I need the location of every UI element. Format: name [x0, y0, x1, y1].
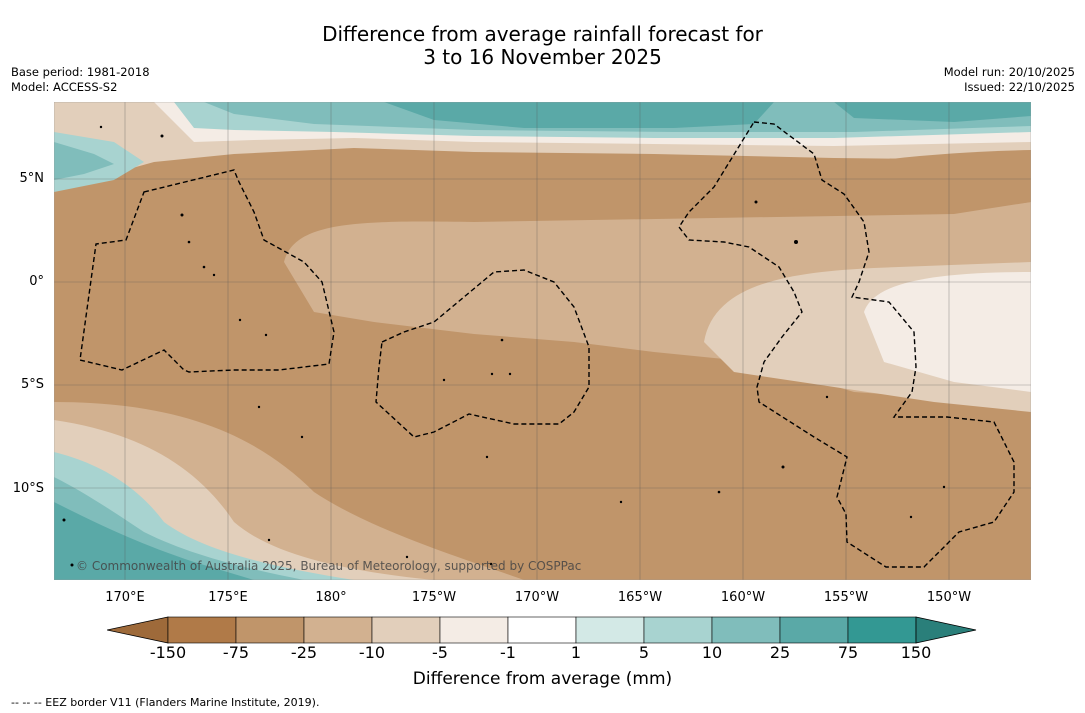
west-wet-lobe-2 [54, 142, 114, 180]
colorbar-label: -10 [358, 643, 386, 662]
lon-tick-label: 180° [315, 590, 347, 605]
lat-tick-label: 0° [29, 274, 44, 289]
colorbar-segment [235, 616, 305, 644]
meta-left: Base period: 1981-2018 Model: ACCESS-S2 [11, 65, 150, 95]
colorbar-label: 150 [900, 643, 932, 662]
colorbar-segment [711, 616, 781, 644]
lat-tick-label: 10°S [12, 481, 44, 496]
north-wet-east [834, 102, 1031, 122]
eez-tuvalu [79, 169, 335, 373]
lat-tick-label: 5°S [20, 377, 44, 392]
colorbar-segment [303, 616, 373, 644]
title-line-2: 3 to 16 November 2025 [423, 45, 662, 69]
eez-borders [79, 121, 1015, 568]
colorbar-segment [847, 616, 917, 644]
colorbar-segment [643, 616, 713, 644]
colorbar-segment [167, 616, 237, 644]
colorbar-segment [575, 616, 645, 644]
lon-tick-label: 165°W [617, 590, 663, 605]
lon-tick-label: 170°W [514, 590, 560, 605]
base-period: Base period: 1981-2018 [11, 65, 150, 79]
colorbar-label: 10 [701, 643, 723, 662]
colorbar-label: -5 [432, 643, 448, 662]
lon-tick-label: 155°W [823, 590, 869, 605]
colorbar-label: 5 [638, 643, 650, 662]
lon-tick-label: 150°W [926, 590, 972, 605]
eez-line-islands [678, 121, 1015, 568]
colorbar-segment [371, 616, 441, 644]
lon-tick-label: 175°E [208, 590, 248, 605]
colorbar-extend-low [107, 616, 169, 644]
north-east-dry-patch [774, 150, 1031, 214]
colorbar-extend-high [915, 616, 977, 644]
title-line-1: Difference from average rainfall forecas… [322, 22, 763, 46]
colorbar-title: Difference from average (mm) [412, 669, 673, 689]
copyright-watermark: © Commonwealth of Australia 2025, Bureau… [76, 559, 581, 573]
model-name: Model: ACCESS-S2 [11, 80, 118, 94]
colorbar [107, 616, 977, 644]
lon-tick-label: 175°W [411, 590, 457, 605]
model-run: Model run: 20/10/2025 [943, 65, 1075, 79]
lat-tick-label: 5°N [19, 171, 45, 186]
north-wet-3 [384, 102, 774, 128]
lon-tick-label: 170°E [105, 590, 145, 605]
colorbar-label: 1 [570, 643, 582, 662]
issued-date: Issued: 22/10/2025 [964, 80, 1075, 94]
map-gridlines [54, 102, 1031, 580]
colorbar-segment [439, 616, 509, 644]
colorbar-label: -25 [290, 643, 318, 662]
east-very-light [864, 272, 1031, 392]
colorbar-label: -1 [500, 643, 516, 662]
colorbar-label: -150 [149, 643, 187, 662]
colorbar-segment [779, 616, 849, 644]
lon-tick-label: 160°W [720, 590, 766, 605]
eez-footnote: -- -- -- EEZ border V11 (Flanders Marine… [11, 696, 320, 709]
colorbar-label: 25 [769, 643, 791, 662]
colorbar-label: -75 [222, 643, 250, 662]
meta-right: Model run: 20/10/2025 Issued: 22/10/2025 [944, 65, 1075, 95]
island-marks [62, 125, 946, 567]
colorbar-segment [507, 616, 577, 644]
rainfall-anomaly-map: © Commonwealth of Australia 2025, Bureau… [54, 102, 1031, 580]
south-wet-3 [54, 502, 254, 580]
colorbar-label: 75 [837, 643, 859, 662]
